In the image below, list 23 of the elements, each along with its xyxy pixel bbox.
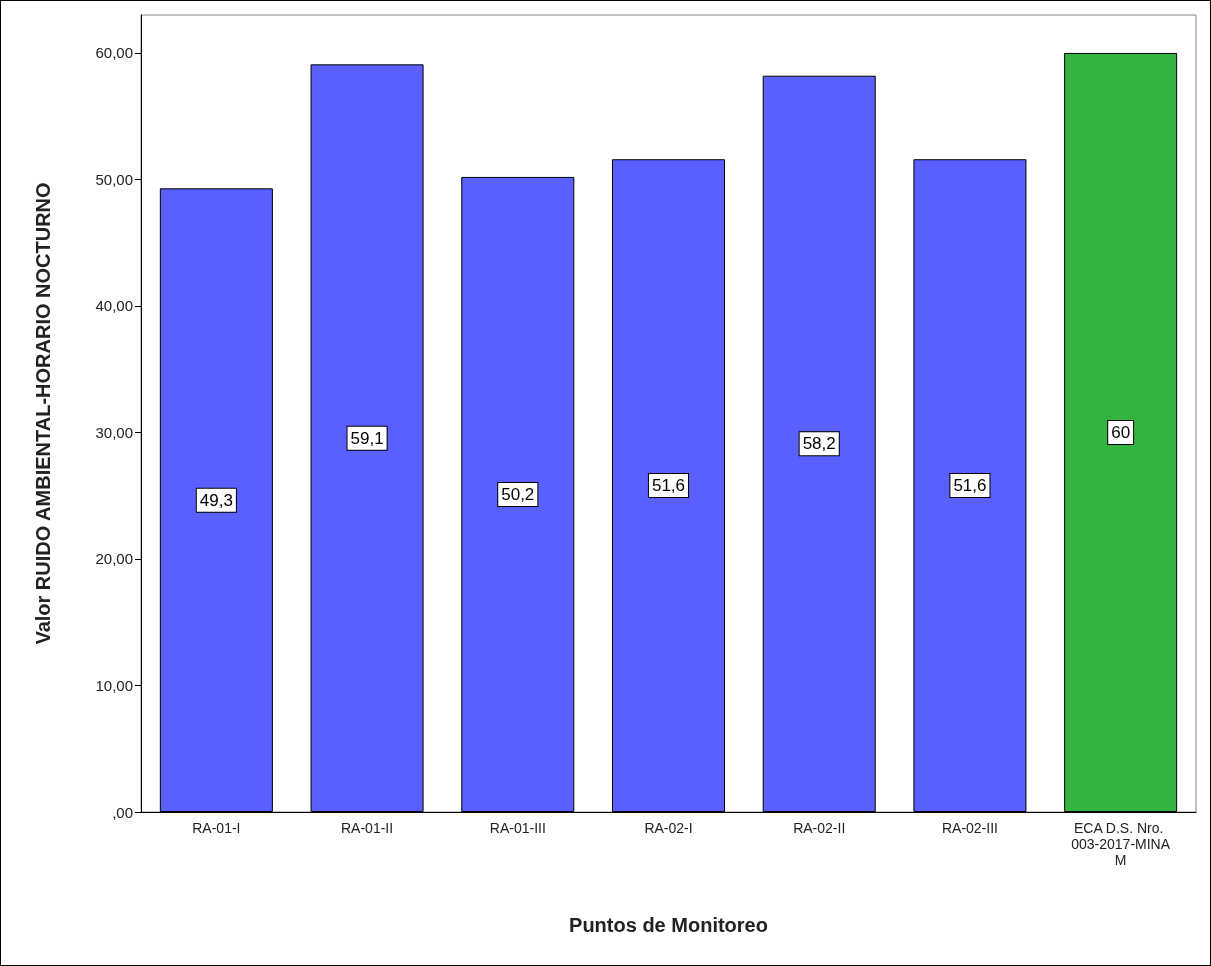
data-label: 50,2	[501, 484, 535, 504]
data-label: 51,6	[651, 476, 686, 496]
data-label: 59,1	[350, 428, 384, 448]
data-label: 51,6	[953, 476, 987, 496]
y-tick-label: 20,00	[95, 550, 133, 568]
x-tick-label: RA-02-I	[644, 820, 693, 836]
x-tick-label: ECA D.S. Nro. 003-2017-MINAM	[1071, 820, 1171, 868]
y-tick-label: 10,00	[95, 676, 133, 694]
y-tick-label: 50,00	[95, 170, 133, 188]
y-tick-label: 40,00	[95, 297, 133, 315]
x-tick-label: RA-01-I	[192, 820, 241, 836]
y-tick-label: 60,00	[95, 44, 133, 62]
x-tick-label: RA-02-III	[941, 820, 998, 836]
x-tick-label: RA-01-II	[341, 820, 394, 836]
data-label: 49,3	[199, 490, 233, 510]
y-axis-title: Valor RUIDO AMBIENTAL-HORARIO NOCTURNO	[32, 182, 54, 645]
data-label: 60	[1111, 422, 1131, 442]
x-axis-title: Puntos de Monitoreo	[569, 914, 768, 936]
data-label: 58,2	[802, 434, 836, 454]
y-tick-label: 30,00	[95, 423, 133, 441]
y-tick-label: ,00	[112, 803, 133, 821]
x-tick-label: RA-01-III	[489, 820, 546, 836]
x-tick-label: RA-02-II	[793, 820, 846, 836]
